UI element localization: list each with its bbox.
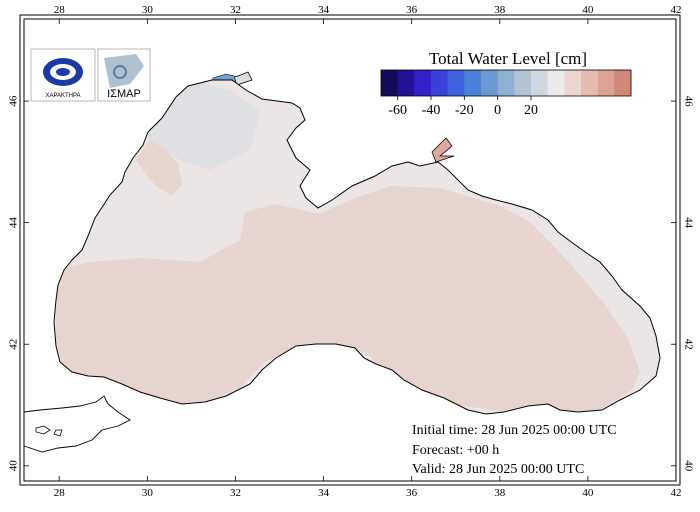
x-tick-label-top: 40: [582, 4, 594, 16]
info-forecast: Forecast: +00 h: [412, 443, 499, 458]
colorbar-swatch: [497, 70, 515, 96]
colorbar-swatch: [564, 70, 582, 96]
x-tick-label-bottom: 34: [318, 487, 330, 499]
x-tick-label-top: 38: [494, 4, 506, 16]
x-tick-label-bottom: 36: [406, 487, 418, 499]
colorbar-swatch: [481, 70, 498, 96]
colorbar-swatch: [397, 70, 415, 96]
y-tick-label-right: 40: [682, 460, 694, 472]
y-tick-label-right: 46: [682, 96, 694, 108]
y-tick-label-right: 44: [682, 217, 694, 229]
info-initial-time: Initial time: 28 Jun 2025 00:00 UTC: [412, 423, 617, 438]
logos: ΧΑΡΑΚΤΗΡΑ ΙΣΜΑΡ: [30, 48, 151, 102]
x-tick-label-top: 34: [318, 4, 330, 16]
x-tick-label-bottom: 42: [671, 487, 682, 499]
x-tick-label-bottom: 32: [230, 487, 241, 499]
colorbar-tick-label: -60: [388, 103, 407, 118]
colorbar-swatch: [414, 70, 432, 96]
logo-left-text: ΧΑΡΑΚΤΗΡΑ: [45, 93, 80, 99]
x-tick-label-top: 36: [406, 4, 418, 16]
colorbar: [380, 69, 632, 97]
colorbar-ticks: -60 -40 -20 0 20: [388, 96, 538, 118]
sea-pink-patch: [136, 140, 182, 196]
colorbar-swatch: [514, 70, 532, 96]
colorbar-swatch: [614, 70, 632, 96]
x-tick-label-top: 42: [671, 4, 682, 16]
sea-main-pink: [56, 186, 640, 414]
legend-title: Total Water Level [cm]: [429, 49, 587, 68]
kerch-feature: [431, 137, 455, 163]
colorbar-tick-label: 20: [524, 103, 538, 118]
x-tick-label-bottom: 28: [54, 487, 66, 499]
logo-right-circle: [113, 65, 127, 79]
x-tick-label-bottom: 38: [494, 487, 506, 499]
colorbar-swatch: [464, 70, 482, 96]
colorbar-tick-label: 0: [494, 103, 501, 118]
colorbar-swatch: [431, 70, 448, 96]
x-tick-label-top: 30: [142, 4, 154, 16]
logo-left-core: [56, 68, 70, 76]
colorbar-tick-label: -20: [455, 103, 474, 118]
colorbar-swatch: [597, 70, 615, 96]
y-tick-label-right: 42: [682, 339, 694, 350]
logo-right-shape: [104, 54, 144, 88]
x-tick-label-top: 32: [230, 4, 241, 16]
colorbar-swatch: [447, 70, 465, 96]
y-tick-label-left: 42: [8, 339, 20, 350]
black-sea-coastline: [53, 79, 661, 415]
marmara-islands: [35, 425, 63, 437]
colorbar-swatch: [531, 70, 548, 96]
info-valid: Valid: 28 Jun 2025 00:00 UTC: [412, 462, 584, 477]
colorbar-border: [380, 69, 632, 97]
y-tick-label-left: 44: [8, 217, 20, 229]
y-tick-label-left: 46: [8, 95, 20, 107]
colorbar-tick-label: -40: [422, 103, 441, 118]
colorbar-swatch: [547, 70, 565, 96]
frame-outer: [19, 14, 681, 486]
logo-right-text: ΙΣΜΑΡ: [107, 88, 141, 100]
y-tick-label-left: 40: [8, 460, 20, 472]
marmara-coast: [23, 395, 131, 453]
x-tick-label-bottom: 40: [582, 487, 594, 499]
colorbar-swatch: [381, 70, 398, 96]
axis-ticks: 28 28 30 30 32 32 34 34 36 36 38 38 40 40 42 42 40 40 42 42…: [8, 4, 695, 499]
x-tick-label-top: 28: [54, 4, 66, 16]
colorbar-swatch: [581, 70, 598, 96]
x-tick-label-bottom: 30: [142, 487, 154, 499]
